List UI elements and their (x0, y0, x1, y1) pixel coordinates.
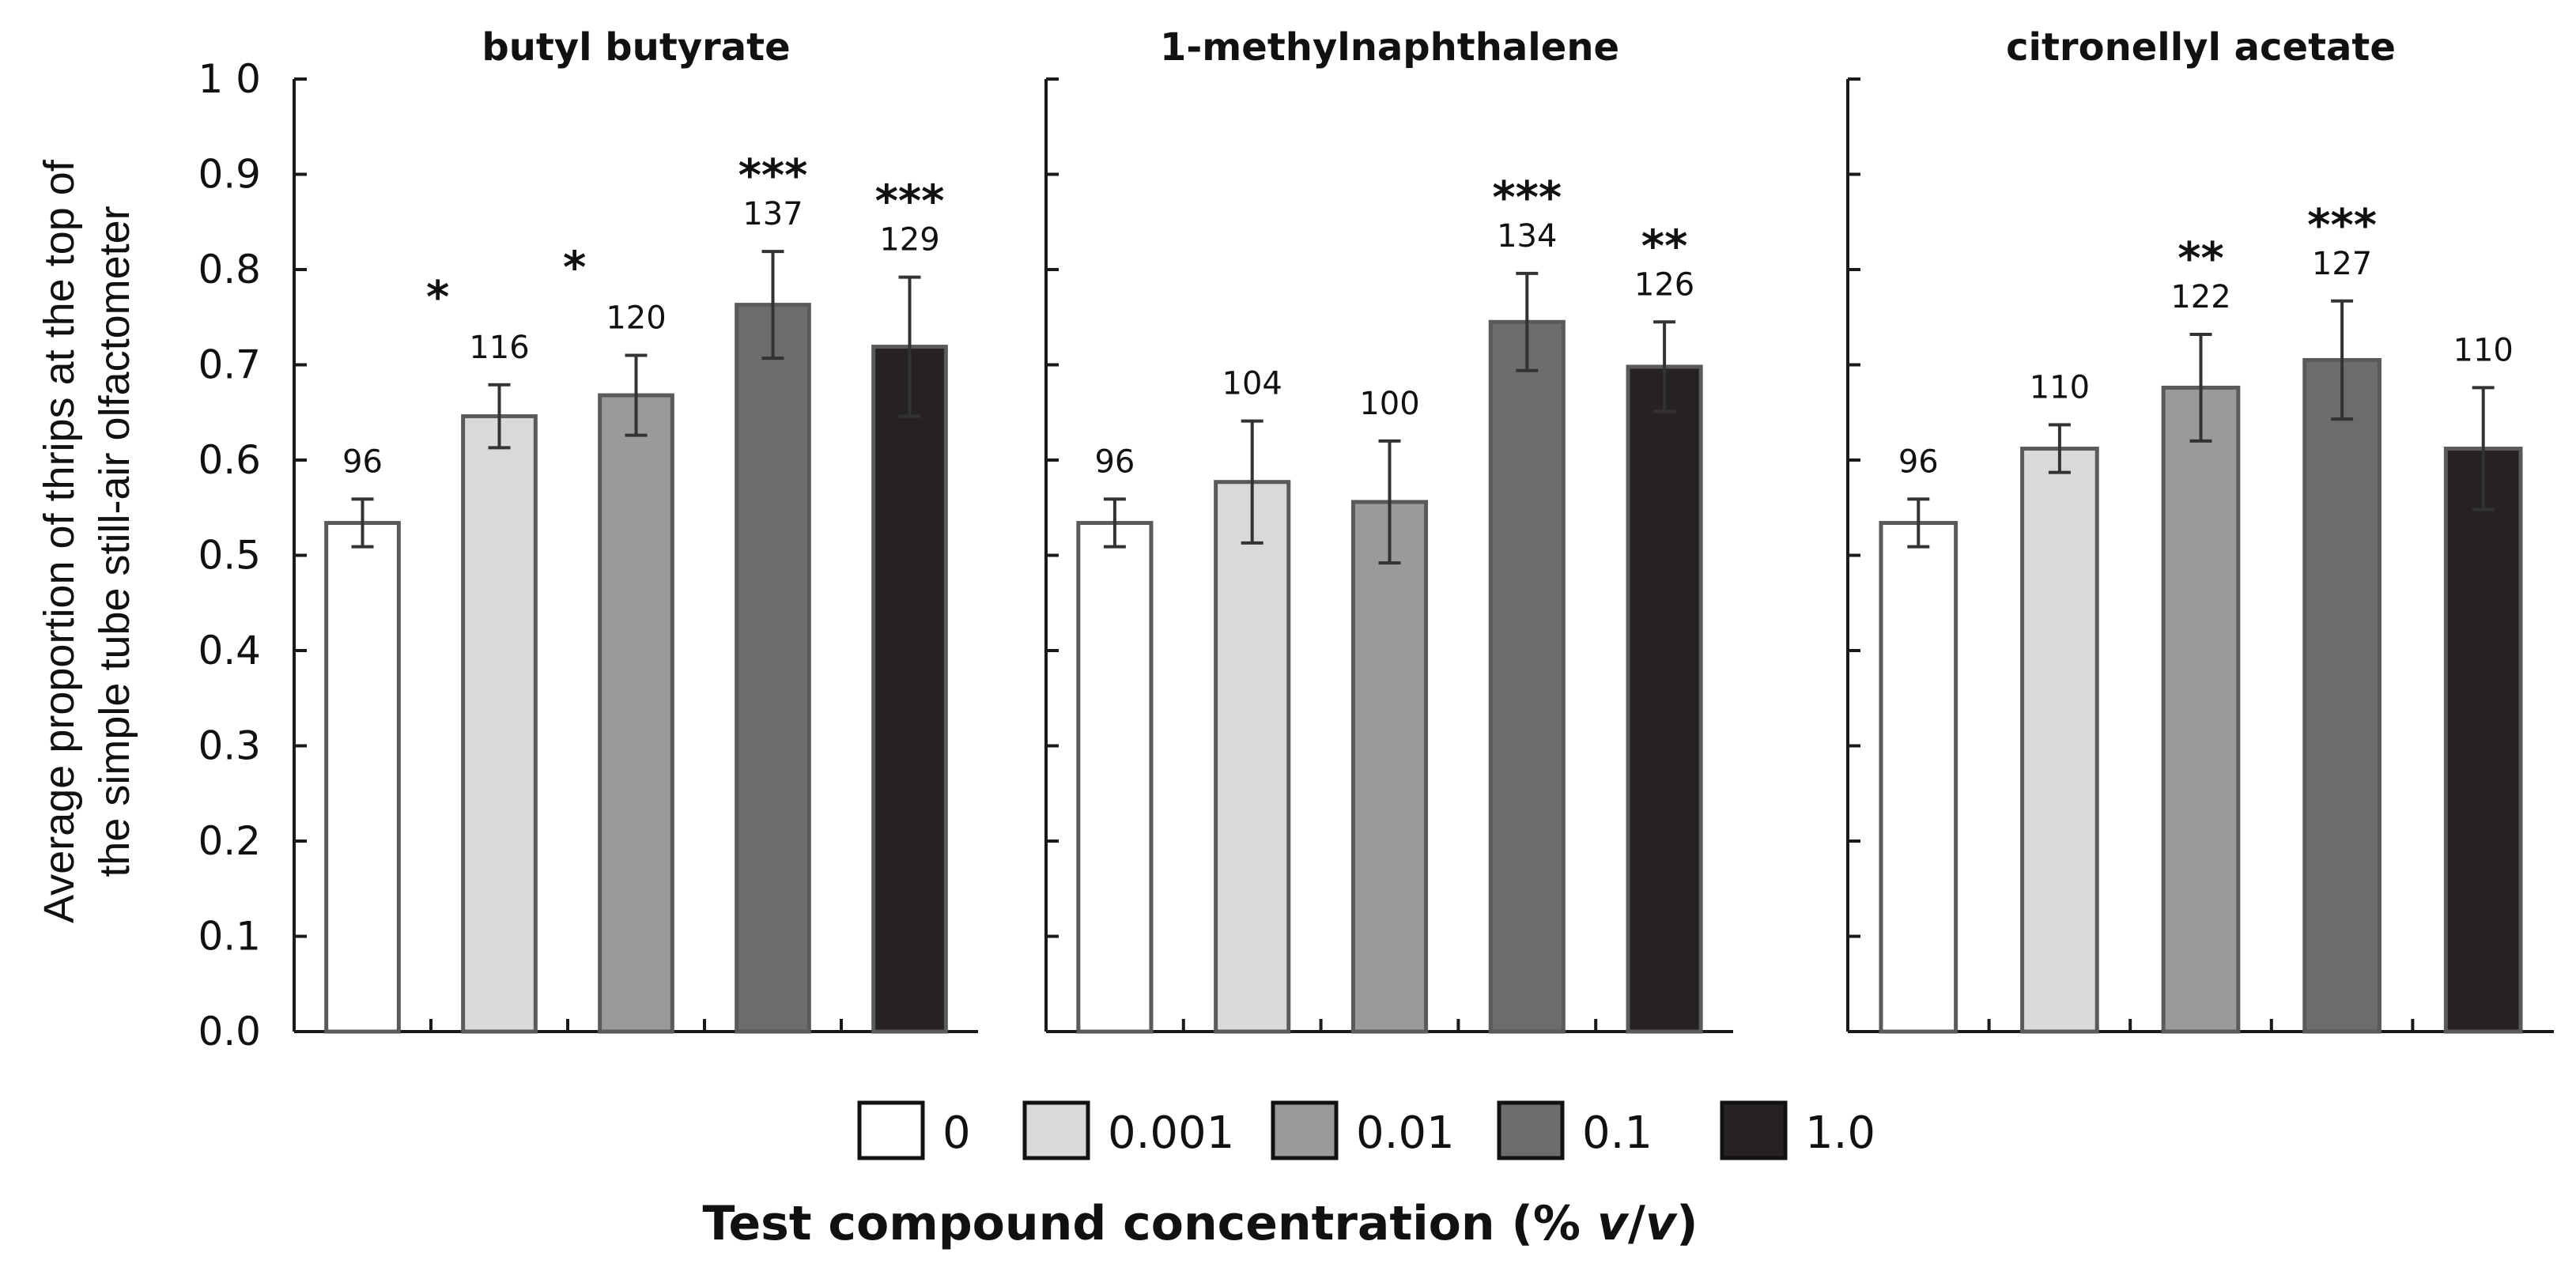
sample-size-label: 126 (1634, 266, 1694, 303)
sample-size-label: 137 (742, 196, 803, 232)
sample-size-label: 110 (2453, 332, 2514, 368)
bar (735, 303, 811, 1034)
legend-item: 0.1 (1497, 1100, 1652, 1160)
significance-label: * (563, 242, 586, 293)
legend: 0 0.001 0.01 0.1 1.0 (857, 1100, 1875, 1160)
y-axis-label-line-2: the simple tube still-air olfactometer (91, 206, 138, 877)
y-tick-label: 0.7 (198, 342, 261, 388)
x-axis-label-close: ) (1676, 1196, 1698, 1251)
panel-3: citronellyl acetate 96 110 122** 127*** 110 (1846, 25, 2554, 1034)
bar (598, 393, 674, 1034)
x-axis-label-v2: v (1645, 1196, 1678, 1251)
y-tick-label: 0.8 (198, 247, 261, 292)
bar (871, 345, 948, 1034)
y-tick-label: 1 0 (198, 56, 261, 102)
sample-size-label: 122 (2170, 279, 2230, 315)
bar (1488, 319, 1566, 1034)
y-tick-label: 0.5 (198, 533, 261, 579)
bar (1879, 521, 1958, 1034)
sample-size-label: 134 (1497, 218, 1557, 255)
legend-swatch (1497, 1100, 1565, 1160)
y-tick-label: 0.1 (198, 914, 261, 960)
legend-swatch (1022, 1100, 1090, 1160)
bar (1350, 500, 1429, 1034)
legend-item: 0.01 (1271, 1100, 1455, 1160)
legend-swatch (1271, 1100, 1339, 1160)
legend-swatch (1720, 1100, 1788, 1160)
sample-size-label: 100 (1359, 386, 1419, 422)
sample-size-label: 129 (879, 222, 939, 258)
legend-item: 0.001 (1022, 1100, 1234, 1160)
legend-label: 0.01 (1356, 1107, 1455, 1159)
panel-title: citronellyl acetate (2006, 25, 2396, 70)
sample-size-label: 96 (342, 443, 383, 480)
x-axis-label-slash: / (1628, 1196, 1645, 1251)
chart-panels: 0.0 0.1 0.2 0.3 0.4 0.5 0.6 0.7 0.8 0.9 1 0 butyl b… (198, 25, 2554, 1055)
y-tick-label: 0.9 (198, 152, 261, 198)
y-tick-label: 0.0 (198, 1009, 261, 1055)
x-axis-label-v1: v (1597, 1196, 1630, 1251)
sample-size-label: 116 (469, 330, 529, 366)
y-tick-label: 0.2 (198, 818, 261, 864)
y-tick-label: 0.6 (198, 437, 261, 483)
bar (2443, 447, 2523, 1034)
y-axis-label: Average proportion of thrips at the top … (36, 159, 138, 923)
significance-label: *** (2307, 200, 2377, 251)
significance-label: *** (1492, 172, 1562, 224)
panel-title: 1-methylnaphthalene (1160, 25, 1619, 70)
legend-item: 1.0 (1720, 1100, 1875, 1160)
panel-title: butyl butyrate (482, 25, 790, 70)
y-tick-label: 0.3 (198, 723, 261, 769)
legend-label: 1.0 (1805, 1107, 1875, 1159)
bar (1626, 364, 1703, 1034)
legend-swatch (857, 1100, 925, 1160)
x-axis-label: Test compound concentration (% v/v) (702, 1196, 1698, 1251)
sample-size-label: 120 (606, 300, 666, 336)
legend-label: 0.1 (1582, 1107, 1652, 1159)
bar (461, 414, 538, 1034)
sample-size-label: 96 (1898, 443, 1939, 480)
significance-label: *** (738, 150, 808, 202)
significance-label: ** (2178, 233, 2224, 285)
panel-2: 1-methylnaphthalene 96 104 100 134*** 126** (1044, 25, 1733, 1034)
sample-size-label: 127 (2312, 246, 2372, 282)
legend-item: 0 (857, 1100, 971, 1160)
bar (324, 521, 401, 1034)
sample-size-label: 104 (1222, 366, 1282, 402)
significance-label: ** (1641, 221, 1688, 272)
sample-size-label: 110 (2030, 369, 2090, 406)
significance-label: *** (875, 176, 945, 228)
legend-label: 0 (942, 1107, 971, 1159)
legend-label: 0.001 (1108, 1107, 1234, 1159)
bar (2161, 385, 2241, 1034)
sample-size-label: 96 (1094, 443, 1135, 480)
x-axis-label-main: Test compound concentration (% (702, 1196, 1596, 1251)
bar (1214, 480, 1291, 1034)
bar (1076, 521, 1154, 1034)
y-tick-label: 0.4 (198, 628, 261, 673)
significance-label: * (426, 272, 449, 323)
bar (2020, 447, 2099, 1034)
bar (2302, 357, 2381, 1034)
panel-1: 0.0 0.1 0.2 0.3 0.4 0.5 0.6 0.7 0.8 0.9 1 0 butyl b… (198, 25, 978, 1055)
y-axis-label-line-1: Average proportion of thrips at the top … (36, 159, 83, 923)
